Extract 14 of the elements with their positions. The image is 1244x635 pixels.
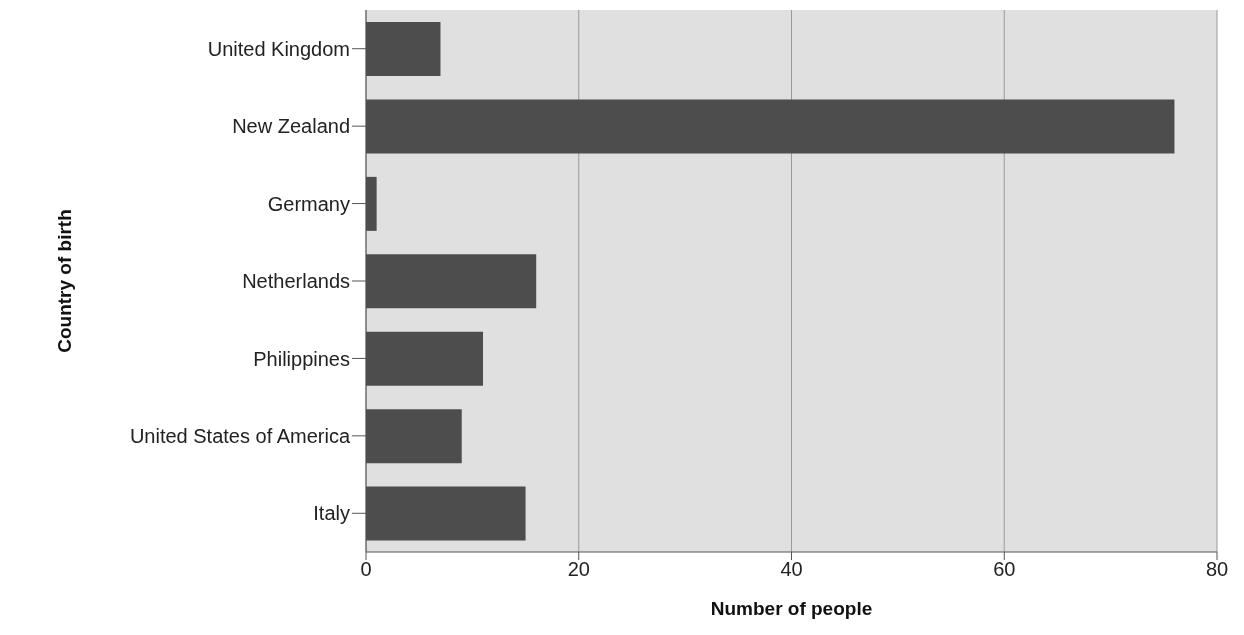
y-tick-label: Philippines (253, 347, 350, 370)
y-tick-label: New Zealand (232, 115, 350, 138)
y-tick-label: United Kingdom (207, 37, 350, 60)
y-tick-label: United States of America (129, 424, 351, 447)
y-tick-label: Italy (313, 502, 350, 525)
y-tick-label: Germany (267, 192, 350, 215)
x-tick-label: 60 (993, 558, 1016, 581)
x-axis-title: Number of people (710, 598, 873, 619)
y-axis-title: Country of birth (53, 209, 75, 353)
y-tick-label: Netherlands (242, 270, 350, 293)
x-tick-label: 0 (360, 558, 372, 581)
x-tick-label: 40 (780, 558, 803, 581)
x-tick-label: 20 (567, 558, 590, 581)
x-tick-label: 80 (1205, 558, 1229, 581)
